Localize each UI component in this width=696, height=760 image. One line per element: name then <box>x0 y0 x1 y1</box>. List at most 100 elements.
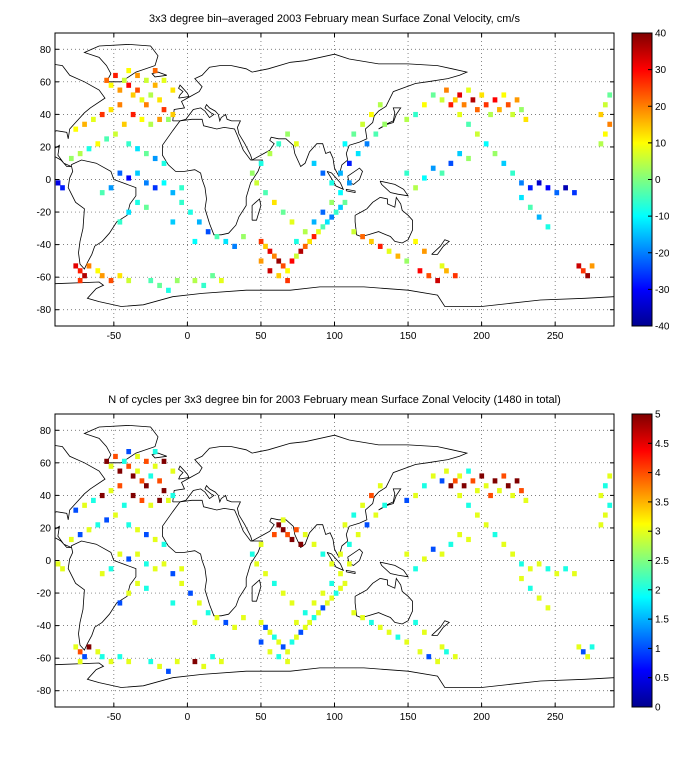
land-outlines <box>55 43 614 307</box>
data-cell <box>121 502 127 508</box>
data-cell <box>161 77 167 83</box>
data-cell <box>157 663 162 670</box>
data-cell <box>311 219 317 225</box>
data-cell <box>117 654 123 660</box>
data-cell <box>144 151 149 157</box>
coastline <box>379 561 409 578</box>
data-cell <box>386 629 392 635</box>
data-cell <box>298 541 304 547</box>
data-cell <box>413 566 418 572</box>
data-cell <box>602 102 608 108</box>
data-cell <box>113 131 118 137</box>
data-cell <box>188 590 193 596</box>
coastline <box>55 64 106 167</box>
data-cell <box>280 517 286 523</box>
data-cell <box>580 268 586 274</box>
data-cell <box>607 502 613 508</box>
coastline <box>431 620 450 636</box>
coastline <box>172 434 469 559</box>
colorbar-tick-label: 2.5 <box>655 556 669 567</box>
data-cell <box>271 253 277 259</box>
data-cell <box>585 273 591 279</box>
data-cell <box>466 87 471 93</box>
coastline <box>431 239 450 255</box>
data-cell <box>413 238 418 245</box>
data-cell <box>320 170 326 176</box>
data-cell <box>580 649 586 655</box>
data-cell <box>144 102 149 108</box>
data-cell <box>276 522 282 528</box>
data-cell <box>170 111 176 118</box>
data-cell <box>139 497 145 504</box>
data-cell <box>536 214 542 220</box>
data-cell <box>289 536 295 543</box>
data-cell <box>108 185 114 191</box>
data-cell <box>135 146 140 152</box>
data-cell <box>144 561 149 567</box>
data-cell <box>444 268 449 274</box>
x-tick-label: 100 <box>326 331 343 342</box>
data-cell <box>99 111 105 118</box>
data-cell <box>369 492 374 499</box>
data-cell <box>192 238 198 245</box>
data-cell <box>104 136 109 142</box>
data-cell <box>294 619 299 626</box>
data-cell <box>276 654 282 660</box>
data-cell <box>126 209 132 215</box>
data-cell <box>347 541 352 547</box>
y-tick-label: -20 <box>37 589 52 600</box>
data-cell <box>342 141 348 147</box>
data-cell <box>545 566 551 572</box>
data-cell <box>324 219 330 225</box>
data-cell <box>196 600 202 606</box>
data-cell <box>607 92 613 98</box>
data-cell <box>602 131 608 137</box>
data-cell <box>170 87 176 93</box>
data-cell <box>95 649 101 655</box>
data-cell <box>166 668 171 674</box>
data-cell <box>148 121 154 127</box>
data-cell <box>108 82 114 88</box>
data-cell <box>126 590 132 596</box>
data-cell <box>320 224 326 230</box>
data-cell <box>294 527 299 533</box>
data-cell <box>82 273 87 279</box>
data-cell <box>483 522 489 528</box>
data-cell <box>139 116 145 123</box>
data-cell <box>130 92 136 98</box>
data-cell <box>289 219 295 225</box>
chart-title: N of cycles per 3x3 degree bin for 2003 … <box>108 394 560 406</box>
data-cell <box>130 111 136 118</box>
data-cell <box>223 238 229 245</box>
coastline <box>151 71 167 78</box>
data-cell <box>73 126 79 132</box>
x-tick-label: 100 <box>326 712 343 723</box>
data-cell <box>554 190 560 196</box>
data-cell <box>395 253 401 259</box>
data-cell <box>457 111 463 118</box>
data-cell <box>68 536 74 543</box>
data-cell <box>55 180 61 186</box>
data-cell <box>338 551 343 557</box>
data-cell <box>77 277 83 284</box>
data-cell <box>474 512 480 518</box>
y-tick-label: 0 <box>45 556 51 567</box>
data-cell <box>152 68 158 74</box>
data-cell <box>563 566 568 572</box>
data-cell <box>95 522 101 528</box>
coastline <box>354 196 413 244</box>
data-cell <box>426 654 432 660</box>
data-cell <box>523 497 529 504</box>
data-cell <box>602 512 608 518</box>
data-cell <box>152 536 158 543</box>
data-cell <box>280 527 286 533</box>
data-cell <box>280 209 286 215</box>
data-cell <box>585 654 591 660</box>
data-cell <box>519 575 524 582</box>
y-tick-label: 20 <box>40 523 52 534</box>
data-cell <box>439 97 445 103</box>
data-cell <box>510 111 515 118</box>
colorbar-tick-label: 10 <box>655 138 667 149</box>
data-cell <box>360 615 365 621</box>
data-cell <box>95 268 101 274</box>
